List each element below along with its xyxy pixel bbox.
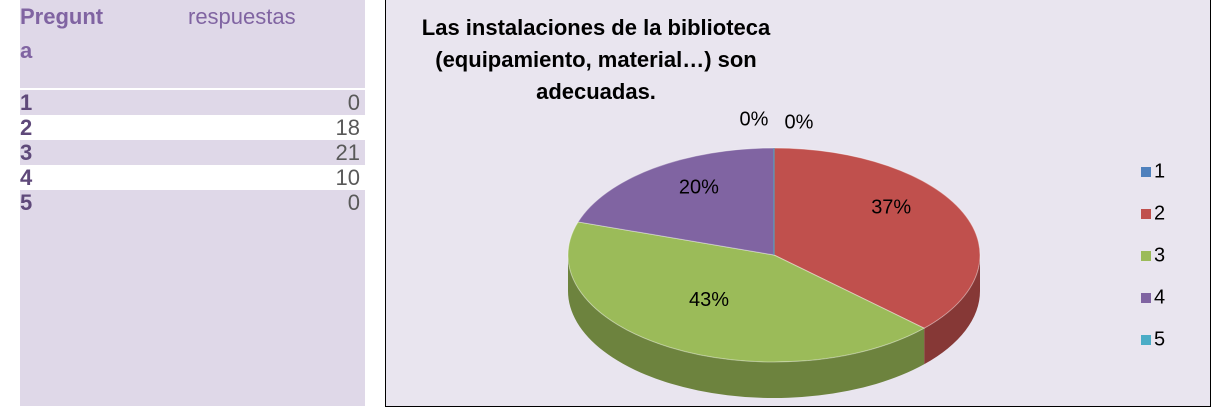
cell: 0	[347, 190, 360, 215]
chart-panel: Las instalaciones de la biblioteca (equi…	[385, 0, 1211, 407]
table-row: 2 18	[20, 115, 365, 140]
data-label: 20%	[679, 177, 719, 199]
pie-slice	[773, 147, 981, 329]
legend-swatch	[1141, 209, 1151, 219]
cell: 18	[335, 115, 360, 140]
cell: 0	[347, 90, 360, 115]
pie-slice	[577, 147, 775, 256]
header-row: Pregunta respuestas	[20, 0, 365, 88]
chart: 0% 37% 43% 20% 0% 1 2 3 4 5	[567, 108, 1165, 398]
legend-label: 3	[1154, 244, 1165, 266]
header-cell: Pregunta	[20, 0, 180, 88]
data-label: 37%	[871, 197, 911, 219]
legend-label: 2	[1154, 202, 1165, 224]
data-table: Pregunta respuestas 1 0 2 18 3 21 4 10 5 0	[20, 0, 365, 406]
legend-label: 5	[1154, 328, 1165, 350]
cell: 5	[20, 190, 33, 215]
cell: 21	[335, 140, 360, 165]
legend-swatch	[1141, 293, 1151, 303]
data-label: 0%	[740, 108, 769, 130]
cell: 10	[335, 165, 360, 190]
table-row: 3 21	[20, 140, 365, 165]
cell: 2	[20, 115, 33, 140]
data-label: 43%	[689, 289, 729, 311]
pie-side	[568, 255, 925, 398]
legend-swatch	[1141, 251, 1151, 261]
pie-side	[924, 255, 980, 365]
legend-label: 4	[1154, 286, 1165, 308]
legend-swatch	[1141, 167, 1151, 177]
cell: 1	[20, 90, 33, 115]
header-text: Pregunta	[20, 4, 104, 63]
cell: 4	[20, 165, 33, 190]
legend-swatch	[1141, 335, 1151, 345]
header-text: respuestas	[188, 4, 296, 29]
cell: 3	[20, 140, 33, 165]
chart-title: Las instalaciones de la biblioteca (equi…	[421, 15, 771, 104]
legend-label: 1	[1154, 160, 1165, 182]
pie-slice	[567, 221, 926, 363]
header-cell: respuestas	[188, 0, 360, 88]
table-row: 4 10	[20, 165, 365, 190]
data-label: 0%	[785, 111, 814, 133]
